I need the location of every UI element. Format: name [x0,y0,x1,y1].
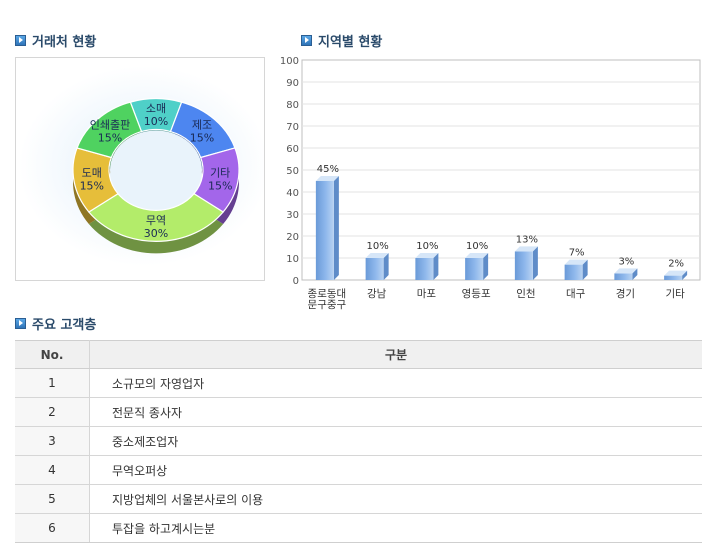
clients-title-text: 거래처 현황 [32,35,97,50]
y-tick-label-9: 90 [286,78,299,89]
bar-6 [614,268,638,280]
bar-value-label-6: 3% [618,256,634,267]
row-number: 1 [15,368,90,398]
bar-5 [564,259,588,280]
row-text: 지방업체의 서울본사로의 이용 [89,484,702,514]
client-donut-chart-panel: 소매 10% 제조 15% 기타 15% 무역 30% 도매 15% 인쇄출판 15% [15,57,265,281]
y-tick-label-10: 100 [280,56,299,67]
row-number: 2 [15,397,90,427]
region-section-title: 지역별 현황 [301,31,382,50]
category-label-5: 대구 [566,288,586,300]
table-row: 6 투잡을 하고계시는분 [15,513,702,543]
bar-0 [315,176,339,280]
category-label-4: 인천 [516,288,535,300]
table-row: 2 전문직 종사자 [15,397,702,427]
bar-value-label-2: 10% [416,241,438,252]
no-column-header: No. [15,340,90,369]
row-text: 소규모의 자영업자 [89,368,702,398]
donut-label-5: 인쇄출판 15% [90,118,130,144]
donut-label-3: 무역 30% [144,214,168,240]
y-tick-label-8: 80 [286,100,299,111]
y-tick-label-4: 40 [286,188,299,199]
category-label-6: 경기 [616,287,635,300]
bar-value-label-1: 10% [367,241,389,252]
donut-slice-3 [87,192,225,242]
bar-2 [415,253,439,280]
bar-3 [465,253,489,280]
donut-hole [110,130,202,210]
table-row: 4 무역오퍼상 [15,455,702,485]
y-tick-label-1: 10 [286,254,299,265]
bar-value-label-5: 7% [569,248,585,259]
client-donut-chart: 소매 10% 제조 15% 기타 15% 무역 30% 도매 15% 인쇄출판 15% [19,66,264,266]
category-label-3: 영등포 [462,288,491,300]
row-number: 6 [15,513,90,543]
bar-4 [514,246,538,280]
row-text: 중소제조업자 [89,426,702,456]
y-tick-label-2: 20 [286,232,299,243]
arrow-bullet-icon [15,35,26,46]
customers-section-title: 주요 고객층 [15,314,96,333]
bar-value-label-3: 10% [466,241,488,252]
customers-title-text: 주요 고객층 [32,318,97,333]
y-tick-label-7: 70 [286,122,299,133]
arrow-bullet-icon [301,35,312,46]
region-bar-chart: 0 10 20 30 40 50 60 70 80 90 100 45% 종로동대 문구중구 10% 강남 10… [280,56,701,311]
row-text: 무역오퍼상 [89,455,702,485]
arrow-bullet-icon [15,318,26,329]
row-number: 4 [15,455,90,485]
y-tick-label-0: 0 [293,276,299,287]
category-label-1: 강남 [367,288,387,300]
y-tick-label-6: 60 [286,144,299,155]
region-bar-chart-panel: 0 10 20 30 40 50 60 70 80 90 100 45% 종로동대 문구중구 10% 강남 10… [280,55,704,311]
donut-label-0: 소매 10% [144,102,168,128]
y-tick-label-3: 30 [286,210,299,221]
row-number: 5 [15,484,90,514]
bar-7 [664,270,688,280]
bar-value-label-4: 13% [516,234,538,245]
clients-section-title: 거래처 현황 [15,31,96,50]
category-label-7: 기타 [665,288,685,300]
category-label-2: 마포 [417,288,437,300]
table-header-row: No. 구분 [15,340,702,369]
table-row: 3 중소제조업자 [15,426,702,456]
customer-table: No. 구분 1 소규모의 자영업자 2 전문직 종사자 3 중소제조업자 4 무역오퍼… [15,340,702,543]
donut-slice-5 [76,101,143,159]
y-tick-label-5: 50 [286,166,299,177]
category-column-header: 구분 [89,340,702,369]
donut-label-1: 제조 15% [190,118,214,144]
donut-label-4: 도매 15% [80,167,104,193]
bar-value-label-0: 45% [317,164,339,175]
bar-value-label-7: 2% [668,259,684,270]
region-title-text: 지역별 현황 [318,35,383,50]
bar-1 [365,253,389,280]
category-label-0: 종로동대 문구중구 [308,288,347,310]
donut-label-2: 기타 15% [208,167,232,193]
row-text: 전문직 종사자 [89,397,702,427]
table-row: 1 소규모의 자영업자 [15,368,702,398]
row-text: 투잡을 하고계시는분 [89,513,702,543]
table-row: 5 지방업체의 서울본사로의 이용 [15,484,702,514]
row-number: 3 [15,426,90,456]
